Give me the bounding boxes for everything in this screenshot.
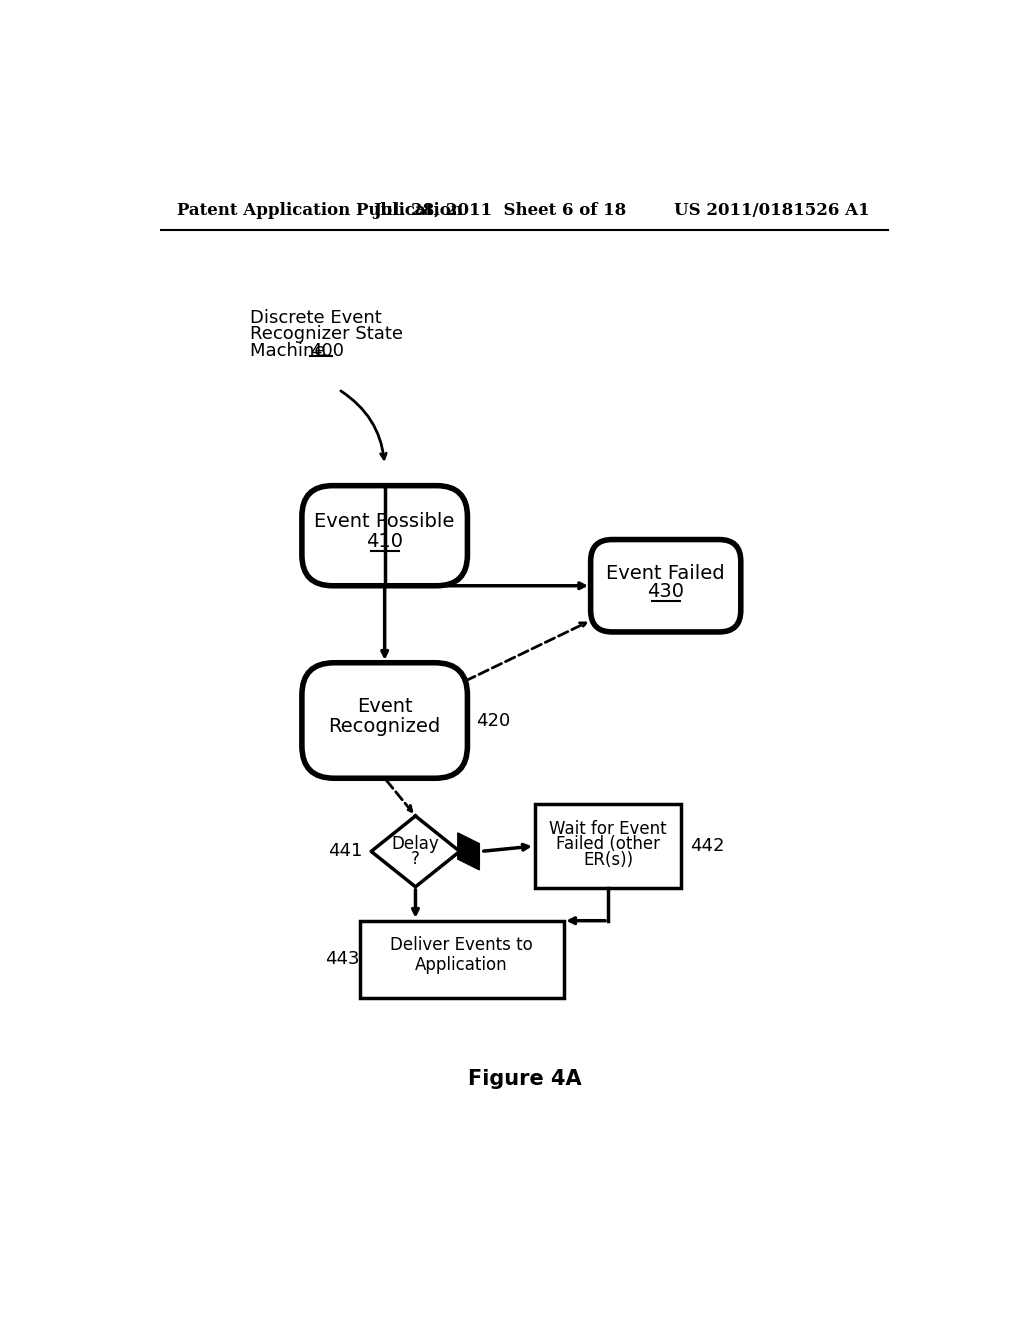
Text: Event Failed: Event Failed	[606, 564, 725, 583]
Text: 443: 443	[326, 950, 359, 968]
Text: ?: ?	[411, 850, 420, 869]
Text: ER(s)): ER(s))	[583, 851, 633, 869]
Polygon shape	[458, 833, 479, 870]
Text: Machine: Machine	[250, 342, 331, 360]
Text: Application: Application	[416, 957, 508, 974]
Text: Patent Application Publication: Patent Application Publication	[177, 202, 463, 219]
FancyBboxPatch shape	[591, 540, 740, 632]
Bar	[359, 921, 563, 998]
Text: 442: 442	[690, 837, 725, 855]
FancyBboxPatch shape	[302, 486, 467, 586]
Text: Failed (other: Failed (other	[556, 836, 659, 854]
Bar	[535, 804, 681, 888]
Text: Jul. 28, 2011  Sheet 6 of 18: Jul. 28, 2011 Sheet 6 of 18	[374, 202, 627, 219]
Text: Discrete Event: Discrete Event	[250, 309, 382, 326]
Polygon shape	[371, 816, 460, 887]
Text: Deliver Events to: Deliver Events to	[390, 936, 534, 954]
Text: Figure 4A: Figure 4A	[468, 1069, 582, 1089]
Text: Recognizer State: Recognizer State	[250, 326, 402, 343]
Text: 441: 441	[328, 842, 362, 861]
Text: 430: 430	[647, 582, 684, 602]
Text: Recognized: Recognized	[329, 717, 440, 737]
Text: 410: 410	[367, 532, 403, 552]
Text: Delay: Delay	[391, 834, 439, 853]
Text: Wait for Event: Wait for Event	[549, 820, 667, 838]
Text: 420: 420	[476, 711, 511, 730]
Text: US 2011/0181526 A1: US 2011/0181526 A1	[674, 202, 869, 219]
Text: Event: Event	[356, 697, 413, 717]
Text: 400: 400	[310, 342, 344, 360]
FancyBboxPatch shape	[302, 663, 467, 779]
Text: Event Possible: Event Possible	[314, 512, 455, 532]
